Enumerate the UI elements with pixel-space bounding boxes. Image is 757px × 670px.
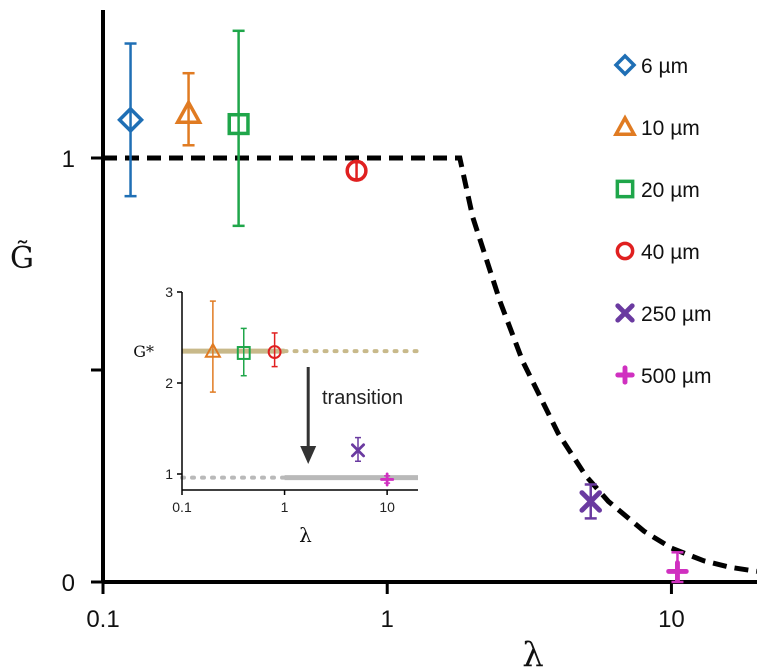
inset-y-tick-label: 3 (165, 284, 173, 300)
inset-data-point (380, 472, 395, 487)
legend-marker-triangle (613, 114, 637, 136)
inset-marker-square (236, 346, 251, 360)
transition-label: transition (322, 387, 403, 409)
inset-data-point (350, 436, 365, 463)
x-tick-label: 10 (658, 606, 685, 633)
transition-arrow-head (300, 446, 317, 464)
inset-y-tick-label: 2 (165, 375, 173, 391)
marker-square (227, 112, 250, 136)
inset-data-point (267, 332, 282, 368)
y-tick-label: 0 (62, 570, 75, 597)
legend-marker-diamond (613, 53, 637, 77)
marker-triangle (174, 98, 203, 125)
inset-data-point (236, 327, 251, 377)
inset-gstar-label: G* (133, 342, 154, 361)
inset-marker-x (350, 443, 365, 458)
inset-x-tick-label: 10 (379, 499, 395, 515)
legend-label: 20 µm (641, 179, 700, 202)
inset-y-tick-label: 1 (165, 466, 173, 482)
y-axis-title: G̃ (10, 241, 34, 276)
inset-x-axis-title: λ (299, 523, 312, 547)
inset-data-point (204, 300, 222, 393)
legend-item: 250 µm (615, 303, 711, 326)
model-curve (103, 155, 757, 574)
data-point (579, 483, 602, 520)
legend-item: 40 µm (615, 241, 700, 264)
legend-marker-circle (615, 241, 635, 261)
legend-item: 6 µm (613, 53, 688, 78)
marker-plus (666, 560, 689, 583)
legend-marker-plus (615, 365, 635, 385)
legend-marker-x (615, 303, 635, 323)
data-point (174, 71, 203, 147)
data-point (117, 42, 145, 198)
legend-label: 10 µm (641, 117, 700, 140)
y-tick-label: 1 (62, 146, 75, 173)
inset-plot: 0.1 1 10 1 2 3 G* λ transition (133, 284, 420, 547)
x-tick-label: 0.1 (86, 606, 119, 633)
legend-item: 500 µm (615, 365, 711, 388)
x-tick-label: 1 (381, 606, 394, 633)
legend-label: 500 µm (641, 365, 711, 388)
legend-marker-square (615, 179, 635, 199)
legend: 6 µm 10 µm 20 µm 40 µm 250 µm 500 µm (613, 53, 711, 388)
data-point (666, 551, 689, 584)
inset-marker-circle (267, 345, 282, 360)
legend-label: 250 µm (641, 303, 711, 326)
inset-marker-plus (380, 472, 395, 487)
data-point (345, 159, 368, 182)
legend-item: 10 µm (613, 114, 700, 140)
marker-circle (345, 159, 368, 182)
data-point (227, 29, 250, 228)
legend-label: 40 µm (641, 241, 700, 264)
legend-label: 6 µm (641, 55, 688, 78)
x-axis-title: λ (522, 635, 544, 670)
marker-x (579, 490, 602, 513)
inset-marker-triangle (204, 342, 222, 358)
marker-diamond (117, 106, 145, 134)
inset-x-tick-label: 0.1 (172, 499, 192, 515)
inset-x-tick-label: 1 (281, 499, 289, 515)
legend-item: 20 µm (615, 179, 700, 202)
